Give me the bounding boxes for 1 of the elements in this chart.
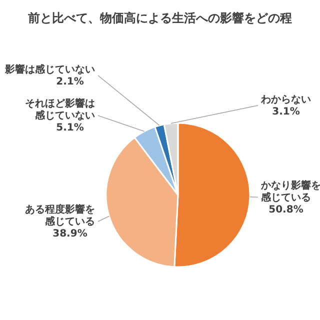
title: 前と比べて、物価高による生活への影響をどの程 — [28, 11, 292, 25]
